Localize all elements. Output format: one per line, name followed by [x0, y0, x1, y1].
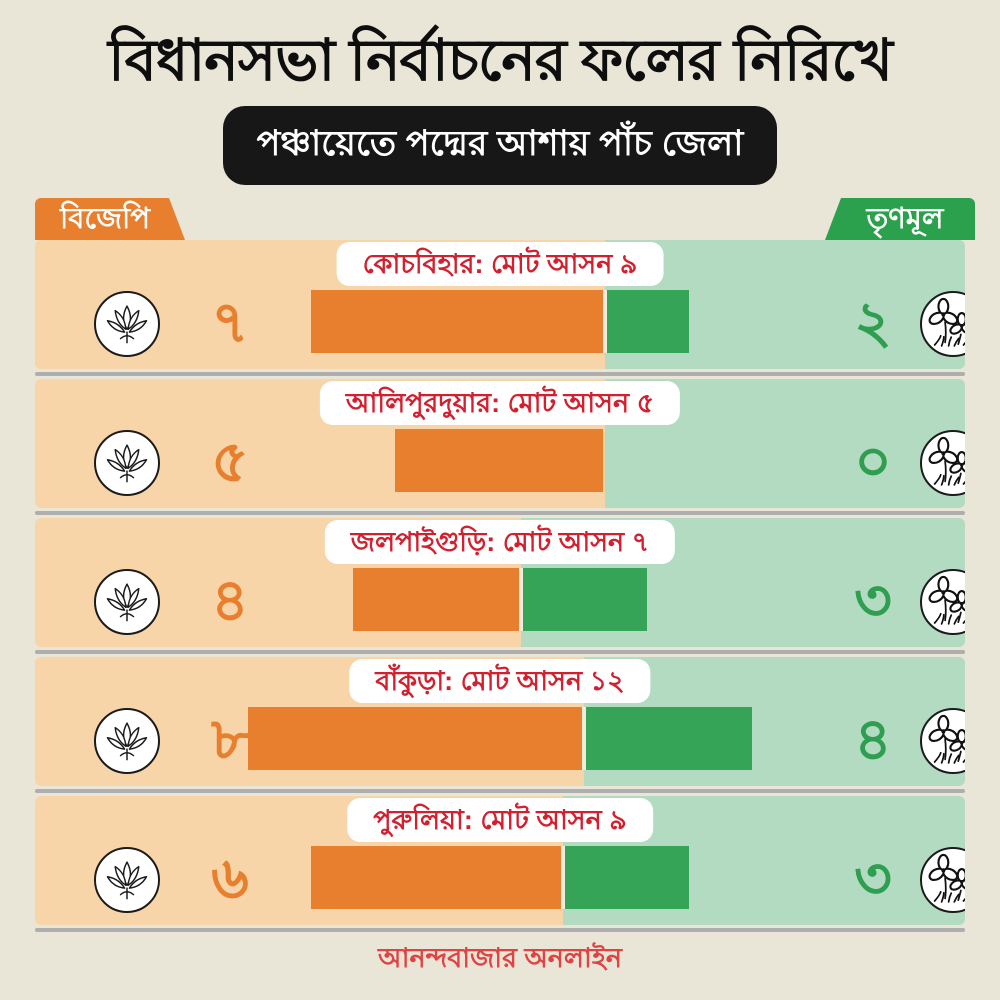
bjp-seats-bar: [311, 846, 561, 909]
lotus-icon: [106, 722, 148, 761]
tmc-seats-bar: [523, 568, 647, 631]
row-separator-line: [35, 650, 965, 654]
district-label: পুরুলিয়া: মোট আসন ৯: [347, 798, 653, 842]
district-row: আলিপুরদুয়ার: মোট আসন ৫ ৫ ০: [35, 379, 965, 508]
tmc-symbol-circle: [920, 430, 965, 496]
legend-tag-tmc: তৃণমূল: [825, 198, 975, 240]
lotus-icon: [106, 305, 148, 344]
district-label: আলিপুরদুয়ার: মোট আসন ৫: [319, 381, 681, 425]
bjp-seat-count: ৭: [211, 290, 249, 355]
bjp-symbol-circle: [94, 569, 160, 635]
district-label: জলপাইগুড়ি: মোট আসন ৭: [324, 520, 676, 564]
bjp-symbol-circle: [94, 708, 160, 774]
tmc-symbol-circle: [920, 569, 965, 635]
bjp-seats-bar: [311, 290, 603, 353]
tmc-seat-count: ৩: [854, 568, 892, 633]
bjp-symbol-circle: [94, 291, 160, 357]
bjp-seats-bar: [353, 568, 519, 631]
twin-flowers-icon: [928, 297, 965, 347]
district-row: বাঁকুড়া: মোট আসন ১২ ৮ ৪: [35, 657, 965, 786]
district-row: জলপাইগুড়ি: মোট আসন ৭ ৪ ৩: [35, 518, 965, 647]
tmc-symbol-circle: [920, 847, 965, 913]
tmc-seats-bar: [586, 707, 752, 770]
row-separator-line: [35, 789, 965, 793]
tmc-seat-count: ৩: [854, 846, 892, 911]
tmc-seat-count: ২: [854, 290, 892, 355]
legend-tag-bjp: বিজেপি: [35, 198, 185, 240]
bar-divider: [603, 290, 607, 353]
tmc-seats-bar: [565, 846, 689, 909]
row-separator-line: [35, 928, 965, 932]
bjp-seat-count: ৫: [211, 429, 249, 494]
bjp-symbol-circle: [94, 847, 160, 913]
bjp-seats-bar: [248, 707, 582, 770]
tmc-symbol-circle: [920, 291, 965, 357]
bjp-symbol-circle: [94, 430, 160, 496]
twin-flowers-icon: [928, 575, 965, 625]
district-row: পুরুলিয়া: মোট আসন ৯ ৬ ৩: [35, 796, 965, 925]
twin-flowers-icon: [928, 853, 965, 903]
subtitle-container: পঞ্চায়েতে পদ্মের আশায় পাঁচ জেলা: [0, 106, 1000, 185]
tmc-seat-count: ৪: [854, 707, 892, 772]
bjp-seat-count: ৮: [211, 707, 249, 772]
page-title: বিধানসভা নির্বাচনের ফলের নিরিখে: [108, 28, 893, 93]
lotus-icon: [106, 444, 148, 483]
district-label: বাঁকুড়া: মোট আসন ১২: [349, 659, 651, 703]
bjp-seat-count: ৬: [211, 846, 249, 911]
twin-flowers-icon: [928, 436, 965, 486]
bar-divider: [582, 707, 586, 770]
bjp-seats-bar: [395, 429, 603, 492]
district-label: কোচবিহার: মোট আসন ৯: [336, 242, 664, 286]
tmc-seats-bar: [607, 290, 689, 353]
tmc-symbol-circle: [920, 708, 965, 774]
source-credit: আনন্দবাজার অনলাইন: [377, 943, 623, 973]
bar-divider: [519, 568, 523, 631]
row-separator-line: [35, 372, 965, 376]
row-separator-line: [35, 511, 965, 515]
tmc-seat-count: ০: [854, 429, 892, 494]
twin-flowers-icon: [928, 714, 965, 764]
subtitle-badge: পঞ্চায়েতে পদ্মের আশায় পাঁচ জেলা: [222, 106, 778, 185]
bar-divider: [561, 846, 565, 909]
bjp-seat-count: ৪: [211, 568, 249, 633]
lotus-icon: [106, 861, 148, 900]
lotus-icon: [106, 583, 148, 622]
district-row: কোচবিহার: মোট আসন ৯ ৭ ২: [35, 240, 965, 369]
